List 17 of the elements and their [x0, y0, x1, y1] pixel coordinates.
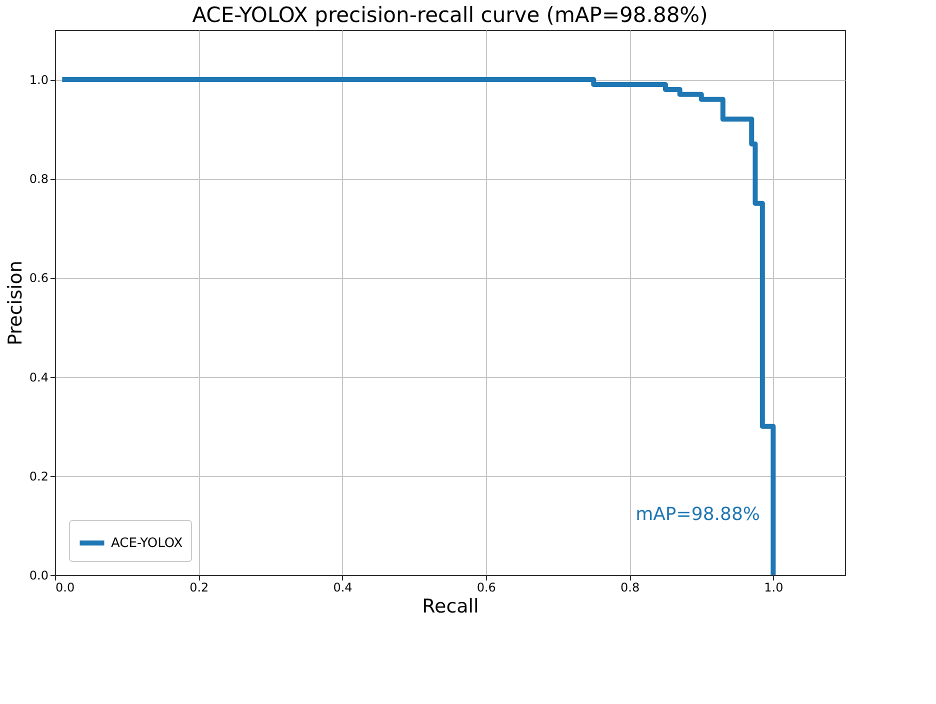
y-tick-label: 0.4: [29, 370, 48, 384]
x-tick-label: 0.2: [190, 580, 209, 594]
chart-title: ACE-YOLOX precision-recall curve (mAP=98.88%): [192, 3, 708, 27]
x-tick-label: 1.0: [764, 580, 784, 594]
y-tick-label: 0.0: [29, 568, 48, 582]
y-tick-label: 1.0: [29, 73, 48, 88]
legend-label: ACE-YOLOX: [111, 536, 183, 551]
y-tick-label: 0.6: [29, 271, 48, 286]
x-tick-label: 0.4: [333, 580, 352, 594]
y-tick-label: 0.8: [29, 172, 48, 186]
x-tick-label: 0.0: [56, 580, 75, 594]
y-axis-title: Precision: [4, 260, 26, 346]
y-tick-label: 0.2: [29, 469, 48, 484]
annotation: mAP=98.88%: [636, 504, 760, 525]
x-tick-label: 0.8: [620, 580, 640, 594]
x-axis-title: Recall: [422, 596, 479, 618]
x-tick-label: 0.6: [476, 580, 496, 594]
